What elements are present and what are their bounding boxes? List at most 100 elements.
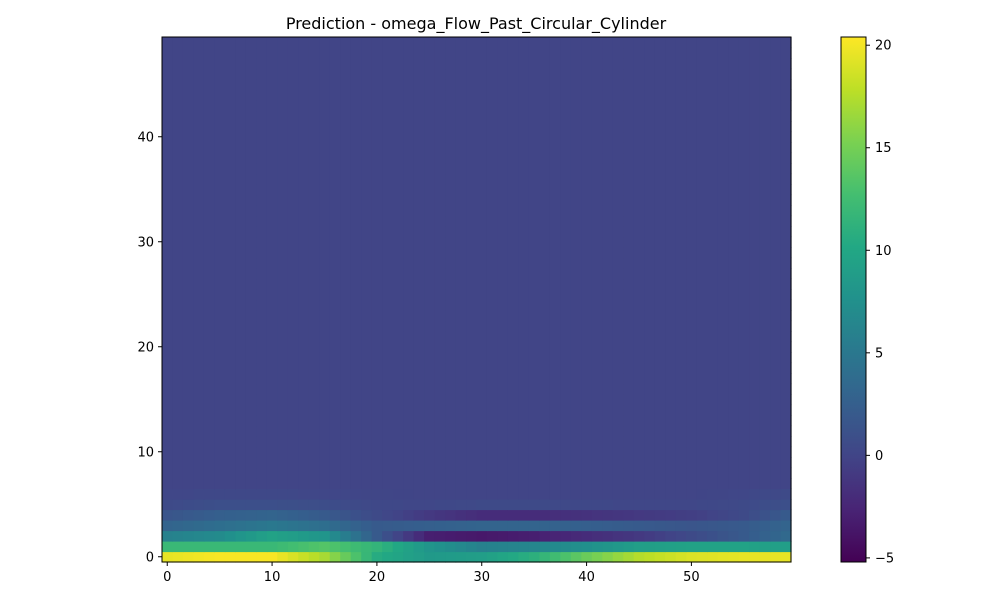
heatmap-cell <box>560 530 572 542</box>
heatmap-cell <box>581 58 593 70</box>
heatmap-cell <box>308 383 320 395</box>
heatmap-cell <box>329 131 341 143</box>
heatmap-cell <box>675 394 687 406</box>
heatmap-cell <box>466 488 478 500</box>
heatmap-cell <box>476 394 488 406</box>
heatmap-cell <box>413 184 425 196</box>
heatmap-cell <box>361 110 373 122</box>
heatmap-cell <box>591 320 603 332</box>
heatmap-cell <box>245 362 257 374</box>
heatmap-cell <box>245 226 257 238</box>
heatmap-cell <box>633 415 645 427</box>
heatmap-cell <box>329 310 341 322</box>
heatmap-cell <box>424 352 436 364</box>
heatmap-cell <box>749 236 761 248</box>
heatmap-cell <box>612 121 624 133</box>
heatmap-cell <box>256 226 268 238</box>
heatmap-cell <box>413 163 425 175</box>
x-axis: 0 10 20 30 40 50 <box>163 562 700 585</box>
heatmap-cell <box>403 79 415 91</box>
heatmap-cell <box>214 100 226 112</box>
heatmap-cell <box>707 541 719 553</box>
heatmap-cell <box>371 551 383 563</box>
heatmap-cell <box>749 47 761 59</box>
heatmap-cell <box>749 394 761 406</box>
heatmap-cell <box>507 352 520 364</box>
heatmap-cell <box>549 131 561 143</box>
heatmap-cell <box>770 173 782 185</box>
heatmap-cell <box>623 520 635 532</box>
heatmap-cell <box>361 47 373 59</box>
heatmap-cell <box>738 79 750 91</box>
heatmap-cell <box>539 194 551 206</box>
heatmap-cell <box>528 194 540 206</box>
heatmap-cell <box>413 341 425 353</box>
heatmap-cell <box>770 121 782 133</box>
heatmap-cell <box>298 467 310 479</box>
heatmap-cell <box>749 467 761 479</box>
heatmap-cell <box>602 236 614 248</box>
heatmap-cell <box>759 320 771 332</box>
heatmap-cell <box>245 68 257 80</box>
heatmap-cell <box>371 205 383 217</box>
heatmap-cell <box>298 58 310 70</box>
heatmap-cell <box>434 289 446 301</box>
heatmap-cell <box>392 541 404 553</box>
heatmap-cell <box>445 110 457 122</box>
heatmap-cell <box>476 436 488 448</box>
heatmap-cell <box>696 467 708 479</box>
heatmap-cell <box>591 37 603 49</box>
heatmap-cell <box>623 268 635 280</box>
heatmap-cell <box>549 310 561 322</box>
heatmap-cell <box>539 257 551 269</box>
heatmap-cell <box>696 121 708 133</box>
heatmap-cell <box>392 79 404 91</box>
heatmap-cell <box>644 320 656 332</box>
heatmap-cell <box>675 404 687 416</box>
heatmap-cell <box>518 551 530 563</box>
heatmap-cell <box>245 247 257 259</box>
heatmap-cell <box>560 37 572 49</box>
heatmap-cell <box>476 121 488 133</box>
heatmap-cell <box>424 478 436 490</box>
heatmap-cell <box>382 530 394 542</box>
heatmap-cell <box>644 257 656 269</box>
heatmap-cell <box>528 110 540 122</box>
heatmap-cell <box>602 205 614 217</box>
heatmap-cell <box>214 131 226 143</box>
heatmap-cell <box>675 509 687 521</box>
heatmap-cell <box>466 205 478 217</box>
heatmap-cell <box>675 530 687 542</box>
heatmap-cell <box>182 268 195 280</box>
heatmap-cell <box>413 425 425 437</box>
heatmap-cell <box>162 68 174 80</box>
heatmap-cell <box>549 394 561 406</box>
heatmap-cell <box>759 205 771 217</box>
heatmap-cell <box>770 152 782 164</box>
heatmap-cell <box>728 173 740 185</box>
heatmap-cell <box>518 215 530 227</box>
heatmap-cell <box>466 436 478 448</box>
heatmap-cell <box>770 446 782 458</box>
heatmap-cell <box>235 362 247 374</box>
heatmap-cell <box>371 131 383 143</box>
heatmap-cell <box>623 404 635 416</box>
heatmap-cell <box>476 499 488 511</box>
heatmap-cell <box>455 488 467 500</box>
heatmap-cell <box>445 362 457 374</box>
heatmap-cell <box>214 394 226 406</box>
heatmap-cell <box>445 310 457 322</box>
heatmap-cell <box>654 373 666 385</box>
heatmap-cell <box>602 131 614 143</box>
heatmap-cell <box>633 341 645 353</box>
heatmap-cell <box>434 142 446 154</box>
heatmap-cell <box>371 541 383 553</box>
heatmap-cell <box>277 47 289 59</box>
heatmap-cell <box>654 299 666 311</box>
heatmap-cell <box>560 152 572 164</box>
heatmap-cell <box>193 110 205 122</box>
heatmap-cell <box>361 89 373 101</box>
heatmap-cell <box>707 121 719 133</box>
heatmap-cell <box>728 58 740 70</box>
heatmap-cell <box>172 68 184 80</box>
